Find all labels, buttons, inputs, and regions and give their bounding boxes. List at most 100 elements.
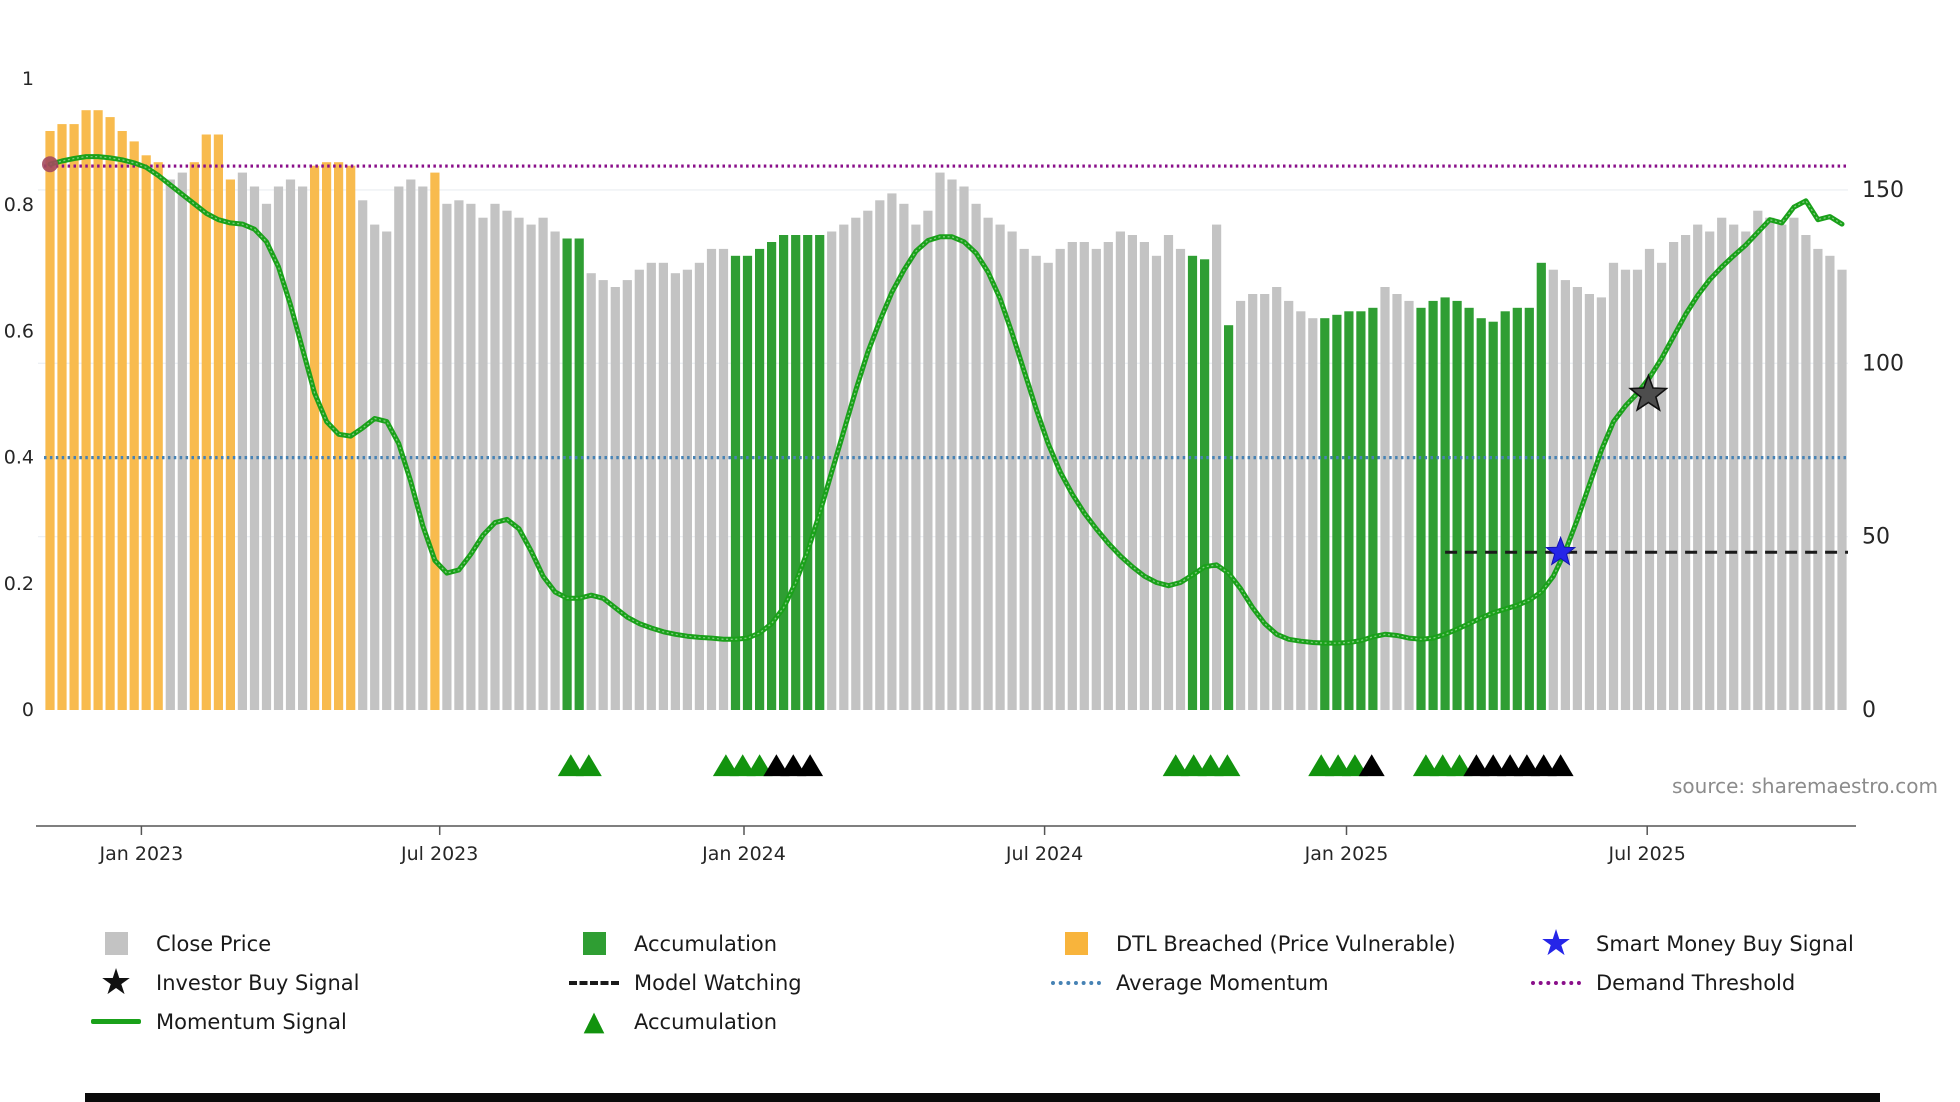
icon-box: [566, 980, 622, 985]
legend-column-3: DTL Breached (Price Vulnerable) Average …: [1048, 924, 1456, 1002]
price-bar: [1416, 307, 1426, 710]
price-bar: [923, 210, 933, 710]
price-bar: [237, 172, 247, 711]
price-bar: [1717, 217, 1727, 710]
price-bar: [261, 203, 272, 711]
demand-threshold-dot-icon: [1531, 980, 1581, 985]
icon-box: [1528, 980, 1584, 985]
black-triangle: [1463, 754, 1490, 777]
price-bar: [755, 248, 765, 710]
accumulation-triangle: [575, 754, 602, 777]
price-bar: [1428, 300, 1438, 710]
legend-label: Momentum Signal: [156, 1009, 347, 1034]
triangle-markers: [557, 754, 1574, 777]
price-bar: [779, 235, 789, 710]
price-bar: [1308, 318, 1318, 710]
price-bar: [851, 217, 861, 710]
legend-column-2: Accumulation Model Watching ▲ Accumulati…: [566, 924, 802, 1041]
price-bar: [406, 179, 416, 710]
black-triangle: [1530, 754, 1557, 777]
price-bar: [1596, 297, 1606, 710]
icon-box: ▲: [566, 1008, 622, 1035]
y-right-tick-label: 150: [1862, 178, 1904, 203]
price-bar: [1200, 259, 1210, 710]
icon-box: [88, 932, 144, 955]
accumulation-triangle: [1446, 754, 1473, 777]
price-bar: [1693, 224, 1703, 710]
price-bar: [1139, 242, 1149, 710]
icon-box: [566, 932, 622, 955]
price-bar: [1031, 255, 1041, 711]
accumulation-triangle: [1162, 754, 1189, 777]
icon-box: ★: [88, 961, 144, 1003]
price-bar: [935, 172, 945, 711]
price-bar: [574, 238, 584, 710]
accumulation-triangle: [729, 754, 756, 777]
investor-buy-star-icon: ★: [99, 961, 133, 1003]
legend-column-4: ★ Smart Money Buy Signal Demand Threshol…: [1528, 924, 1854, 1002]
price-bar: [1837, 269, 1847, 710]
legend-label: Smart Money Buy Signal: [1596, 931, 1854, 956]
price-bar: [1801, 235, 1811, 710]
price-bar: [1248, 294, 1258, 710]
price-bar: [863, 210, 873, 710]
price-bar: [1789, 217, 1799, 710]
price-bar: [538, 217, 548, 710]
legend-item-average-momentum: Average Momentum: [1048, 963, 1456, 1002]
price-bar: [742, 255, 753, 711]
smart-money-star-icon: ★: [1539, 922, 1573, 964]
price-bar: [310, 165, 320, 710]
price-bar: [718, 248, 729, 710]
price-bar: [706, 248, 717, 710]
price-bar: [983, 217, 993, 710]
price-bar: [598, 280, 608, 710]
price-bar: [682, 269, 692, 710]
price-bar: [1813, 248, 1823, 710]
accumulation-triangle: [712, 754, 739, 777]
price-bar: [1007, 231, 1017, 710]
black-triangle: [780, 754, 807, 777]
price-bar: [1356, 311, 1366, 710]
price-bar: [1332, 314, 1342, 710]
price-bar: [1536, 262, 1546, 710]
price-bar: [430, 172, 440, 711]
line-start-marker: [42, 156, 58, 173]
price-bar: [1777, 224, 1787, 710]
price-bar: [1103, 242, 1113, 710]
price-bar: [1043, 262, 1053, 710]
price-bar: [153, 162, 163, 710]
legend-label: Close Price: [156, 931, 272, 956]
momentum-line: [47, 154, 1845, 646]
accumulation-triangle-icon: ▲: [583, 1006, 605, 1037]
price-bar: [1753, 210, 1763, 710]
legend-label: Model Watching: [634, 970, 802, 995]
investor-buy-star: [1628, 373, 1669, 412]
price-bar: [1632, 269, 1643, 710]
accumulation-triangle: [746, 754, 773, 777]
price-bar: [81, 110, 91, 710]
price-bar: [1452, 300, 1462, 710]
price-bar: [1404, 300, 1414, 710]
price-bar: [1584, 294, 1594, 710]
legend-item-demand-threshold: Demand Threshold: [1528, 963, 1854, 1002]
price-bar: [165, 179, 175, 710]
price-bar: [1681, 235, 1691, 710]
price-bar: [1127, 235, 1137, 710]
price-bar: [1440, 297, 1450, 710]
x-tick-label: Jul 2025: [1608, 843, 1686, 865]
x-tick-label: Jan 2023: [99, 843, 184, 865]
accumulation-triangle: [1325, 754, 1352, 777]
price-bar: [1236, 300, 1246, 710]
price-bar: [358, 200, 368, 711]
accumulation-triangle: [1341, 754, 1368, 777]
price-bar: [971, 203, 981, 711]
price-bar: [1608, 262, 1619, 710]
x-tick-label: Jul 2024: [1005, 843, 1083, 865]
price-bar: [634, 269, 644, 710]
price-bar: [899, 203, 909, 711]
accumulation-triangle: [557, 754, 584, 777]
black-triangle: [1497, 754, 1524, 777]
price-bar: [815, 235, 825, 710]
average-momentum-dot-icon: [1051, 980, 1101, 985]
icon-box: [1048, 932, 1104, 955]
